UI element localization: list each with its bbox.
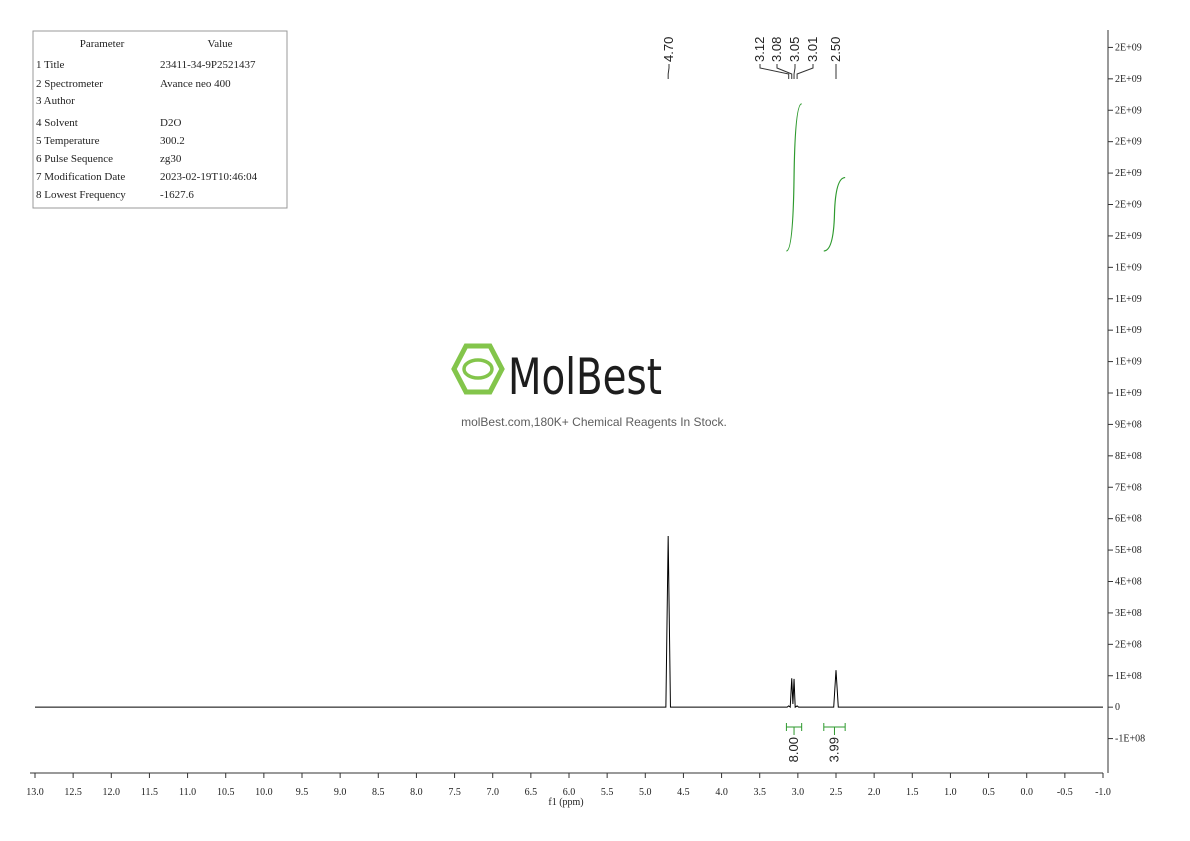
x-tick-label: 4.5 xyxy=(677,787,690,798)
y-tick-label: 9E+08 xyxy=(1115,419,1142,430)
x-tick-label: 10.5 xyxy=(217,787,235,798)
y-tick-label: 1E+09 xyxy=(1115,388,1142,399)
integral-bracket xyxy=(823,723,846,735)
x-tick-label: 7.5 xyxy=(448,787,461,798)
x-tick-label: 3.0 xyxy=(792,787,805,798)
table-border xyxy=(32,30,288,209)
x-tick-label: 5.0 xyxy=(639,787,652,798)
peak-connector xyxy=(759,64,790,79)
table-cell: 300.2 xyxy=(160,135,185,147)
y-tick-label: 2E+08 xyxy=(1115,639,1142,650)
logo-hexagon xyxy=(451,343,505,395)
x-tick-label: 8.0 xyxy=(410,787,423,798)
peak-label: 3.01 xyxy=(805,37,820,62)
x-tick-label: 9.5 xyxy=(296,787,309,798)
y-tick-label: 2E+09 xyxy=(1115,105,1142,116)
y-tick-label: 2E+09 xyxy=(1115,137,1142,148)
x-tick-label: 11.0 xyxy=(179,787,196,798)
peak-connector xyxy=(667,64,670,79)
y-tick-label: -1E+08 xyxy=(1115,734,1145,745)
peak-label: 3.08 xyxy=(769,37,784,62)
integral-curve xyxy=(786,103,802,252)
table-cell: 7 Modification Date xyxy=(36,171,125,183)
x-tick-label: 13.0 xyxy=(26,787,44,798)
y-tick-label: 2E+09 xyxy=(1115,231,1142,242)
x-tick-label: 3.5 xyxy=(753,787,766,798)
x-axis-label: f1 (ppm) xyxy=(548,797,583,808)
table-cell: -1627.6 xyxy=(160,189,194,201)
x-tick-label: 2.0 xyxy=(868,787,881,798)
y-tick-label: 1E+08 xyxy=(1115,671,1142,682)
y-tick-label: 7E+08 xyxy=(1115,482,1142,493)
peak-label: 4.70 xyxy=(661,37,676,62)
table-cell: Avance neo 400 xyxy=(160,78,231,90)
watermark-tagline: molBest.com,180K+ Chemical Reagents In S… xyxy=(461,415,727,429)
table-header: Parameter xyxy=(80,38,125,50)
table-cell: D2O xyxy=(160,117,181,129)
y-tick-label: 0 xyxy=(1115,702,1120,713)
peak-label: 3.05 xyxy=(787,37,802,62)
table-cell: 6 Pulse Sequence xyxy=(36,153,113,165)
table-header: Value xyxy=(207,38,232,50)
x-tick-label: 6.5 xyxy=(525,787,538,798)
table-cell: 3 Author xyxy=(36,95,75,107)
peak-connector xyxy=(776,64,793,79)
y-tick-label: 1E+09 xyxy=(1115,325,1142,336)
y-tick-label: 6E+08 xyxy=(1115,514,1142,525)
x-tick-label: 1.0 xyxy=(944,787,957,798)
x-tick-label: 8.5 xyxy=(372,787,385,798)
x-tick-label: 0.5 xyxy=(982,787,995,798)
peak-label: 3.12 xyxy=(752,37,767,62)
logo-text: MolBest xyxy=(508,348,662,406)
table-cell: 2023-02-19T10:46:04 xyxy=(160,171,258,183)
table-cell: 1 Title xyxy=(36,59,65,71)
x-tick-label: 12.0 xyxy=(103,787,121,798)
x-tick-label: 11.5 xyxy=(141,787,158,798)
y-tick-label: 2E+09 xyxy=(1115,168,1142,179)
watermark: MolBest molBest.com,180K+ Chemical Reage… xyxy=(451,343,727,429)
x-tick-label: 7.0 xyxy=(486,787,499,798)
x-tick-label: 9.0 xyxy=(334,787,347,798)
x-tick-label: 5.5 xyxy=(601,787,614,798)
table-cell: 5 Temperature xyxy=(36,135,100,147)
integral-label: 8.00 xyxy=(786,737,801,762)
x-tick-label: 1.5 xyxy=(906,787,919,798)
table-cell: 8 Lowest Frequency xyxy=(36,189,126,201)
peak-label: 2.50 xyxy=(828,37,843,62)
table-cell: 23411-34-9P2521437 xyxy=(160,59,256,71)
y-tick-label: 8E+08 xyxy=(1115,451,1142,462)
x-tick-label: 4.0 xyxy=(715,787,728,798)
x-tick-label: 12.5 xyxy=(64,787,82,798)
table-cell: zg30 xyxy=(160,153,182,165)
parameter-table: Parameter Value 1 Title 23411-34-9P2521437 2… xyxy=(32,30,288,209)
spectrum-line xyxy=(35,535,1103,709)
y-tick-label: 1E+09 xyxy=(1115,262,1142,273)
x-tick-label: -1.0 xyxy=(1095,787,1111,798)
y-tick-label: 3E+08 xyxy=(1115,608,1142,619)
y-tick-label: 2E+09 xyxy=(1115,42,1142,53)
peak-connector xyxy=(793,64,796,79)
y-tick-label: 2E+09 xyxy=(1115,74,1142,85)
y-tick-label: 5E+08 xyxy=(1115,545,1142,556)
x-tick-label: -0.5 xyxy=(1057,787,1073,798)
table-cell: 4 Solvent xyxy=(36,117,78,129)
plot: 13.0 12.5 12.0 11.5 11.0 10.5 10.0 9.5 9.0 8.5 8.0… xyxy=(26,37,1145,798)
table-cell: 2 Spectrometer xyxy=(36,78,103,90)
x-tick-label: 0.0 xyxy=(1020,787,1033,798)
y-tick-label: 1E+09 xyxy=(1115,294,1142,305)
y-tick-label: 1E+09 xyxy=(1115,357,1142,368)
integral-bracket xyxy=(785,723,803,735)
x-tick-label: 6.0 xyxy=(563,787,576,798)
integral-label: 3.99 xyxy=(826,737,841,762)
y-tick-label: 2E+09 xyxy=(1115,200,1142,211)
integral-curve xyxy=(823,176,846,252)
logo-ring xyxy=(462,358,494,380)
x-tick-label: 2.5 xyxy=(830,787,843,798)
x-tick-label: 10.0 xyxy=(255,787,273,798)
y-tick-label: 4E+08 xyxy=(1115,577,1142,588)
peak-connector xyxy=(796,64,814,79)
